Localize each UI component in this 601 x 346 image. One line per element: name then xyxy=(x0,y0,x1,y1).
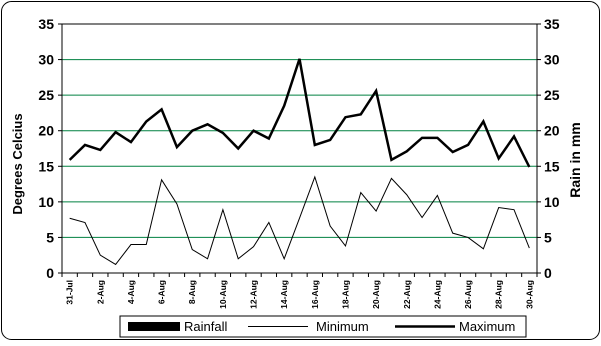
x-tick-label: 12-Aug xyxy=(249,280,259,309)
x-tick-label: 18-Aug xyxy=(340,280,350,309)
y-right-tick-label: 30 xyxy=(544,52,560,68)
y-right-tick-label: 35 xyxy=(544,16,560,32)
legend: Rainfall Minimum Maximum xyxy=(119,315,527,338)
x-tick-label: 31-Jul xyxy=(65,280,75,305)
x-tick-label: 24-Aug xyxy=(432,280,442,309)
maximum-line xyxy=(68,58,531,168)
y-right-tick-label: 25 xyxy=(544,87,560,103)
y-axis-right-title: Rain in mm xyxy=(567,122,583,197)
legend-box xyxy=(119,315,527,338)
x-tick-label: 10-Aug xyxy=(218,280,228,309)
y-right-tick-label: 0 xyxy=(544,265,552,281)
y-left-tick-label: 25 xyxy=(38,87,54,103)
x-tick-label: 2-Aug xyxy=(95,280,105,304)
x-tick-label: 16-Aug xyxy=(310,280,320,309)
y-left-tick-label: 30 xyxy=(38,52,54,68)
y-right-tick-label: 20 xyxy=(544,123,560,139)
outer-border xyxy=(1,1,600,340)
x-tick-label: 8-Aug xyxy=(187,280,197,304)
x-tick-label: 28-Aug xyxy=(494,280,504,309)
legend-label-minimum: Minimum xyxy=(316,319,369,334)
y-right-tick-label: 5 xyxy=(544,229,552,245)
series-lines xyxy=(68,58,531,266)
legend-label-maximum: Maximum xyxy=(459,319,515,334)
x-tick-label: 14-Aug xyxy=(279,280,289,309)
x-axis-ticks: 31-Jul 2-Aug 4-Aug 6-Aug 8-Aug 10-Aug 12-Aug 14… xyxy=(61,273,538,309)
legend-label-rainfall: Rainfall xyxy=(184,319,227,334)
x-tick-label: 26-Aug xyxy=(463,280,473,309)
y-left-tick-label: 0 xyxy=(46,265,54,281)
y-left-tick-label: 15 xyxy=(38,158,54,174)
plot-area-frame xyxy=(61,23,538,274)
minimum-line xyxy=(69,175,530,266)
x-tick-label: 22-Aug xyxy=(402,280,412,309)
x-tick-label: 6-Aug xyxy=(157,280,167,304)
y-right-tick-label: 15 xyxy=(544,158,560,174)
y-right-tick-label: 10 xyxy=(544,194,560,210)
y-axis-right-ticks: 0 5 10 15 20 25 30 35 xyxy=(537,16,560,281)
y-left-tick-label: 10 xyxy=(38,194,54,210)
y-left-tick-label: 35 xyxy=(38,16,54,32)
y-left-tick-label: 20 xyxy=(38,123,54,139)
x-tick-label: 30-Aug xyxy=(524,280,534,309)
x-tick-label: 20-Aug xyxy=(371,280,381,309)
y-axis-left-title: Degrees Celcius xyxy=(10,113,25,214)
x-tick-label: 4-Aug xyxy=(126,280,136,304)
legend-swatch-rainfall xyxy=(128,322,180,331)
y-axis-left-ticks: 0 5 10 15 20 25 30 35 xyxy=(38,16,62,281)
y-left-tick-label: 5 xyxy=(46,229,54,245)
